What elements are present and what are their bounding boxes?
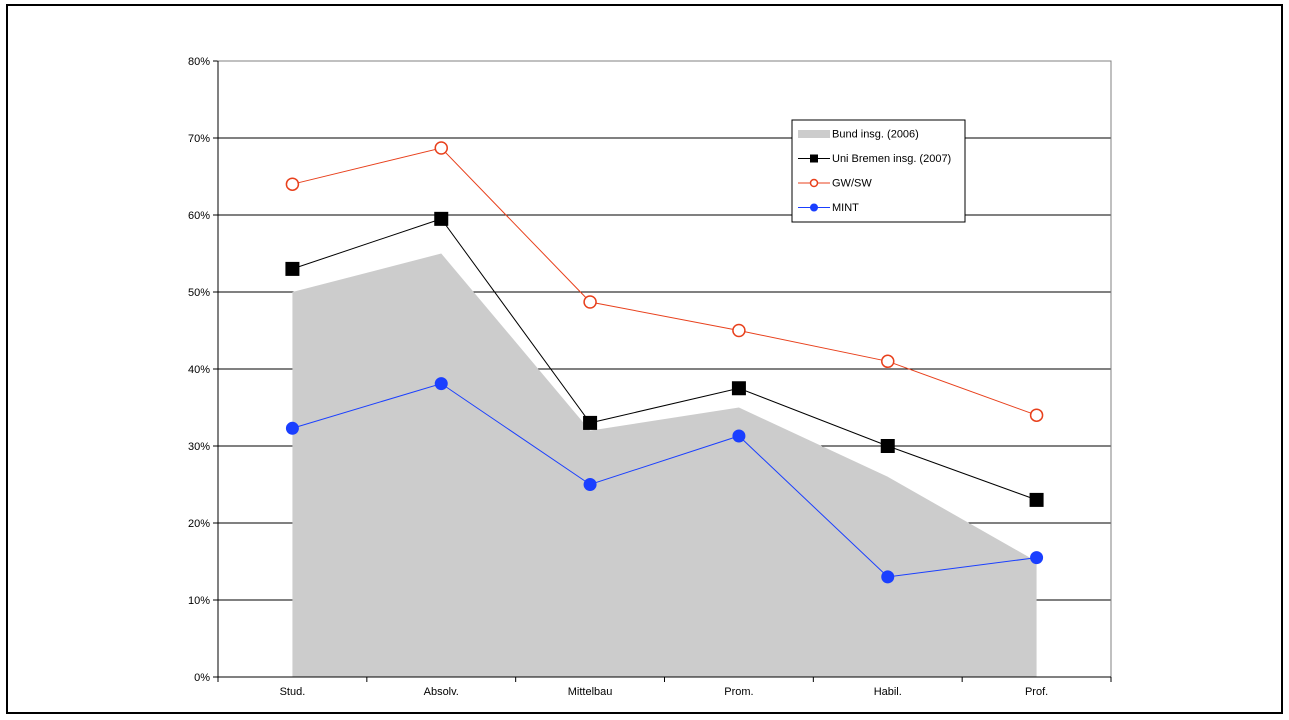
- x-tick-label: Mittelbau: [568, 686, 613, 698]
- series-line-0: [292, 218, 1037, 501]
- y-tick-label: 0%: [194, 672, 210, 684]
- data-point-square: [880, 439, 895, 453]
- y-tick-label: 40%: [188, 364, 210, 376]
- data-point-circle: [583, 295, 597, 309]
- legend-label: GW/SW: [832, 178, 872, 190]
- data-point-dot: [434, 377, 448, 391]
- y-tick-label: 30%: [188, 441, 210, 453]
- x-tick-label: Prom.: [724, 686, 753, 698]
- data-point-square: [583, 415, 598, 430]
- data-point-dot: [732, 429, 746, 443]
- data-point-dot: [285, 421, 299, 435]
- y-tick-label: 10%: [188, 595, 210, 607]
- data-point-dot: [881, 570, 895, 584]
- data-point-square: [1029, 492, 1044, 507]
- data-point-square: [731, 381, 746, 396]
- data-point-square: [434, 211, 449, 226]
- y-tick-label: 50%: [188, 287, 210, 299]
- y-tick-label: 20%: [188, 518, 210, 530]
- data-point-circle: [809, 178, 819, 188]
- data-point-square: [285, 261, 300, 276]
- data-point-circle: [732, 323, 746, 338]
- x-tick-label: Prof.: [1025, 686, 1048, 698]
- axes: 0% 10% 20% 30% 40% 50% 60% 70% 80% Stud. Absolv. Mi…: [188, 56, 1112, 698]
- legend-label: Bund insg. (2006): [832, 129, 919, 141]
- data-point-circle: [434, 141, 448, 155]
- legend-label: MINT: [832, 202, 859, 214]
- line-series: [285, 141, 1044, 584]
- data-point-circle: [881, 354, 895, 369]
- area-series-bund: [292, 253, 1037, 677]
- series-line-1: [292, 147, 1037, 416]
- area-series: [292, 253, 1037, 677]
- data-point-dot: [583, 478, 597, 491]
- legend-swatch-area: [798, 130, 830, 138]
- x-tick-label: Absolv.: [424, 686, 459, 698]
- data-point-circle: [1029, 408, 1044, 422]
- legend-label: Uni Bremen insg. (2007): [832, 153, 951, 165]
- y-tick-label: 70%: [188, 133, 210, 145]
- x-tick-label: Stud.: [280, 686, 306, 698]
- data-point-square: [810, 154, 818, 163]
- data-point-dot: [1030, 551, 1044, 565]
- legend: Bund insg. (2006) Uni Bremen insg. (2007)…: [791, 119, 966, 223]
- series-line-2: [292, 383, 1037, 578]
- y-tick-label: 80%: [188, 56, 210, 68]
- data-point-dot: [810, 203, 818, 212]
- data-point-circle: [285, 177, 300, 191]
- x-tick-label: Habil.: [874, 686, 902, 698]
- y-tick-label: 60%: [188, 210, 210, 222]
